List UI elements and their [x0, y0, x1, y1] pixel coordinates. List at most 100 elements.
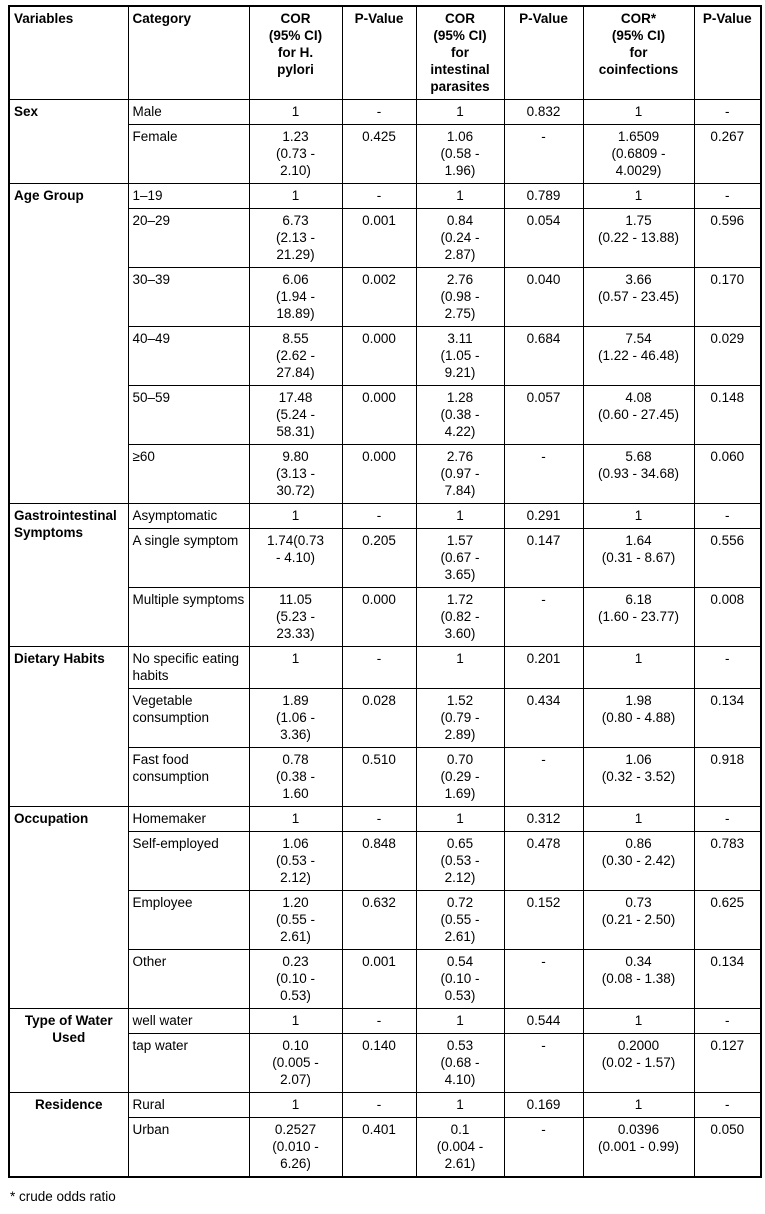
- variable-cell: Type of Water Used: [8, 1008, 129, 1093]
- cor-value-cell: 1.20 (0.55 - 2.61): [248, 890, 343, 950]
- table-row: 20–29 6.73 (2.13 - 21.29) 0.001 0.84 (0.24 …: [9, 208, 762, 268]
- pvalue-cell: -: [503, 1033, 584, 1093]
- pvalue-cell: -: [341, 183, 417, 209]
- table-row: Occupation Homemaker 1-1 0.312 1-: [8, 806, 762, 1009]
- pvalue-cell: 0.556: [693, 528, 762, 588]
- cor-value-cell: 1: [415, 806, 505, 832]
- pvalue-cell: -: [693, 1008, 762, 1034]
- cor-value-cell: 1: [248, 503, 343, 529]
- cor-value-cell: 1.06 (0.58 - 1.96): [415, 124, 505, 184]
- table-row: 40–49 8.55 (2.62 - 27.84) 0.000 3.11 (1.05 …: [9, 326, 762, 386]
- pvalue-cell: 0.478: [503, 831, 584, 891]
- cor-value-cell: 1: [415, 1008, 505, 1034]
- table-body: Sex Male 1-1 0.832 1- Female 1.23 (0.73 - 2.10…: [8, 99, 762, 1178]
- variable-cell: Gastrointestinal Symptoms: [8, 503, 129, 647]
- variable-cell: Residence: [8, 1092, 129, 1178]
- pvalue-cell: -: [503, 1117, 584, 1178]
- cor-value-cell: 1.06 (0.53 - 2.12): [248, 831, 343, 891]
- pvalue-cell: 0.625: [693, 890, 762, 950]
- pvalue-cell: 0.205: [341, 528, 417, 588]
- pvalue-cell: 0.848: [341, 831, 417, 891]
- category-cell: well water: [127, 1008, 250, 1034]
- pvalue-cell: 0.001: [341, 208, 417, 268]
- cor-value-cell: 6.06 (1.94 - 18.89): [248, 267, 343, 327]
- cor-value-cell: 1: [582, 183, 695, 209]
- header-row: Variables Category COR (95% CI) for H. p…: [8, 5, 762, 100]
- pvalue-cell: 0.918: [693, 747, 762, 807]
- category-cell: No specific eating habits: [127, 646, 250, 689]
- pvalue-cell: 0.001: [341, 949, 417, 1009]
- cor-value-cell: 3.11 (1.05 - 9.21): [415, 326, 505, 386]
- pvalue-cell: 0.434: [503, 688, 584, 748]
- category-cell: Self-employed: [127, 831, 250, 891]
- variable-cell: Dietary Habits: [8, 646, 129, 807]
- cor-value-cell: 0.23 (0.10 - 0.53): [248, 949, 343, 1009]
- pvalue-cell: 0.057: [503, 385, 584, 445]
- pvalue-cell: 0.000: [341, 587, 417, 647]
- cor-value-cell: 1: [248, 1092, 343, 1118]
- cor-value-cell: 1: [415, 183, 505, 209]
- cor-value-cell: 1.72 (0.82 - 3.60): [415, 587, 505, 647]
- cor-value-cell: 1.75 (0.22 - 13.88): [582, 208, 695, 268]
- pvalue-cell: -: [693, 1092, 762, 1118]
- table-row: Fast food consumption 0.78 (0.38 - 1.60 0.…: [9, 747, 762, 807]
- table-row: Female 1.23 (0.73 - 2.10) 0.425 1.06 (0.58 …: [9, 124, 762, 184]
- pvalue-cell: 0.050: [693, 1117, 762, 1178]
- cor-value-cell: 1: [415, 503, 505, 529]
- table-row: 50–59 17.48 (5.24 - 58.31) 0.000 1.28 (0.38…: [9, 385, 762, 445]
- pvalue-cell: 0.783: [693, 831, 762, 891]
- cor-value-cell: 6.73 (2.13 - 21.29): [248, 208, 343, 268]
- cor-value-cell: 0.65 (0.53 - 2.12): [415, 831, 505, 891]
- pvalue-cell: 0.510: [341, 747, 417, 807]
- cor-value-cell: 0.0396 (0.001 - 0.99): [582, 1117, 695, 1178]
- pvalue-cell: 0.040: [503, 267, 584, 327]
- pvalue-cell: 0.684: [503, 326, 584, 386]
- category-cell: 50–59: [127, 385, 250, 445]
- pvalue-cell: 0.127: [693, 1033, 762, 1093]
- pvalue-cell: -: [341, 503, 417, 529]
- header-cell-variables: Variables: [8, 5, 129, 100]
- cor-value-cell: 0.2527 (0.010 - 6.26): [248, 1117, 343, 1178]
- cor-value-cell: 0.84 (0.24 - 2.87): [415, 208, 505, 268]
- cor-value-cell: 8.55 (2.62 - 27.84): [248, 326, 343, 386]
- cor-value-cell: 1: [582, 1092, 695, 1118]
- pvalue-cell: -: [693, 503, 762, 529]
- category-cell: Fast food consumption: [127, 747, 250, 807]
- header-cell-cor-intestinal: COR (95% CI) for intestinal parasites: [415, 5, 505, 100]
- cor-value-cell: 0.72 (0.55 - 2.61): [415, 890, 505, 950]
- pvalue-cell: 0.060: [693, 444, 762, 504]
- category-cell: ≥60: [127, 444, 250, 504]
- cor-value-cell: 4.08 (0.60 - 27.45): [582, 385, 695, 445]
- category-cell: Rural: [127, 1092, 250, 1118]
- cor-value-cell: 1: [248, 646, 343, 689]
- table-row: Other 0.23 (0.10 - 0.53) 0.001 0.54 (0.10 -…: [9, 949, 762, 1009]
- table-row: Type of Water Used well water 1-1 0.544 1-: [8, 1008, 762, 1093]
- pvalue-cell: 0.152: [503, 890, 584, 950]
- cor-value-cell: 1: [248, 1008, 343, 1034]
- cor-value-cell: 0.10 (0.005 - 2.07): [248, 1033, 343, 1093]
- category-cell: Asymptomatic: [127, 503, 250, 529]
- pvalue-cell: -: [341, 646, 417, 689]
- cor-value-cell: 1.6509 (0.6809 - 4.0029): [582, 124, 695, 184]
- category-cell: Male: [127, 99, 250, 125]
- pvalue-cell: 0.000: [341, 326, 417, 386]
- category-cell: Other: [127, 949, 250, 1009]
- pvalue-cell: 0.147: [503, 528, 584, 588]
- pvalue-cell: 0.832: [503, 99, 584, 125]
- cor-value-cell: 0.73 (0.21 - 2.50): [582, 890, 695, 950]
- cor-value-cell: 1: [248, 806, 343, 832]
- pvalue-cell: 0.401: [341, 1117, 417, 1178]
- pvalue-cell: -: [503, 587, 584, 647]
- category-cell: Vegetable consumption: [127, 688, 250, 748]
- cor-value-cell: 9.80 (3.13 - 30.72): [248, 444, 343, 504]
- category-cell: Urban: [127, 1117, 250, 1178]
- pvalue-cell: 0.002: [341, 267, 417, 327]
- odds-ratio-table: Variables Category COR (95% CI) for H. p…: [8, 5, 762, 1178]
- pvalue-cell: 0.054: [503, 208, 584, 268]
- cor-value-cell: 1: [248, 99, 343, 125]
- category-cell: 30–39: [127, 267, 250, 327]
- pvalue-cell: 0.267: [693, 124, 762, 184]
- pvalue-cell: 0.029: [693, 326, 762, 386]
- variable-cell: Occupation: [8, 806, 129, 1009]
